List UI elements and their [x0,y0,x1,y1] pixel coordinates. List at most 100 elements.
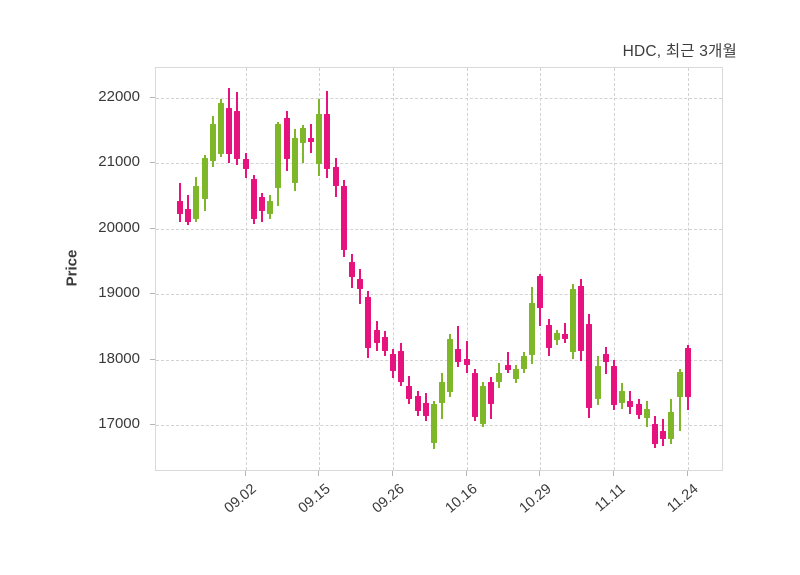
candle-down [349,261,355,277]
candle-up [480,385,486,424]
candle-down [332,167,339,186]
candle-down [226,107,233,155]
candle-down [545,324,552,348]
candle-up [267,200,274,215]
x-gridline [466,68,468,470]
candle-down [471,373,478,418]
candle-up [529,303,536,355]
candle-up [570,288,577,353]
candle-up [643,409,650,418]
y-tick-label: 19000 [98,284,140,302]
y-gridline [156,294,722,296]
x-gridline [245,68,247,470]
candle-up [676,372,683,397]
candle-down [561,334,568,340]
candle-up [217,102,224,155]
candle-up [439,382,445,404]
x-gridline [392,68,394,470]
x-tick-label: 10.16 [442,481,481,517]
x-gridline [687,68,689,470]
candle-down [324,114,331,170]
candle-down [684,348,691,397]
candle-up [619,390,626,403]
candle-down [357,279,364,289]
y-gridline [156,98,722,100]
candle-up [553,332,560,341]
candle-down [283,117,290,160]
candle-up [447,339,454,393]
y-axis-tick [150,97,155,99]
candle-down [234,111,241,160]
x-gridline [319,68,321,470]
candle-down [627,400,634,408]
x-tick-label: 10.29 [516,481,555,517]
candle-down [177,201,183,214]
candle-wick-down [457,325,460,368]
x-gridline [540,68,542,470]
candle-down [611,366,617,406]
candle-up [193,186,200,219]
candle-down [537,275,544,308]
y-gridline [156,163,722,165]
plot-area [155,67,723,471]
y-axis-tick [150,293,155,295]
candle-down [455,349,462,363]
y-axis-tick [150,162,155,164]
candle-up [668,411,675,439]
y-tick-label: 18000 [98,349,140,367]
x-axis-tick [613,471,614,476]
y-axis-tick [150,358,155,360]
candle-down [586,324,593,409]
y-axis-tick [150,423,155,425]
candle-down [635,404,642,416]
candle-down [578,285,585,352]
candle-wick-down [506,352,509,374]
candle-down [488,381,495,404]
candle-down [250,179,257,219]
x-axis-tick [391,471,393,476]
candle-down [365,297,372,348]
x-axis-tick [318,471,320,476]
candle-down [340,185,347,251]
candle-down [422,402,429,416]
candle-wick-down [465,340,468,373]
x-axis-tick [244,471,246,476]
y-axis-title: Price [63,249,81,287]
candle-down [389,354,396,371]
candle-up [512,368,519,380]
candle-down [185,209,192,223]
candle-down [242,158,249,169]
candle-up [496,372,503,383]
chart-title: HDC, 최근 3개월 [622,43,737,60]
x-axis-tick [539,471,541,476]
candle-down [381,337,388,351]
candle-up [209,124,216,161]
x-tick-label: 09.15 [295,481,334,517]
y-gridline [156,424,722,426]
candle-down [406,385,413,400]
x-tick-label: 11.11 [591,481,629,516]
candle-wick-down [563,322,566,344]
candle-up [299,127,306,143]
y-tick-label: 22000 [98,88,140,106]
candle-up [275,124,282,188]
candle-down [308,137,314,143]
candle-wick-up [678,368,681,431]
candle-down [651,424,658,445]
candle-down [414,396,421,412]
candle-up [316,114,323,165]
candle-down [602,354,609,363]
candle-wick-up [301,124,304,164]
candle-up [520,355,527,369]
candle-down [504,365,511,370]
y-gridline [156,228,722,230]
y-tick-label: 17000 [98,414,140,432]
y-tick-label: 20000 [98,218,140,236]
x-tick-label: 09.02 [221,481,260,517]
x-tick-label: 11.24 [664,481,702,516]
x-gridline [614,68,615,470]
candle-up [291,137,298,183]
candle-down [660,430,667,440]
candle-up [430,404,437,443]
